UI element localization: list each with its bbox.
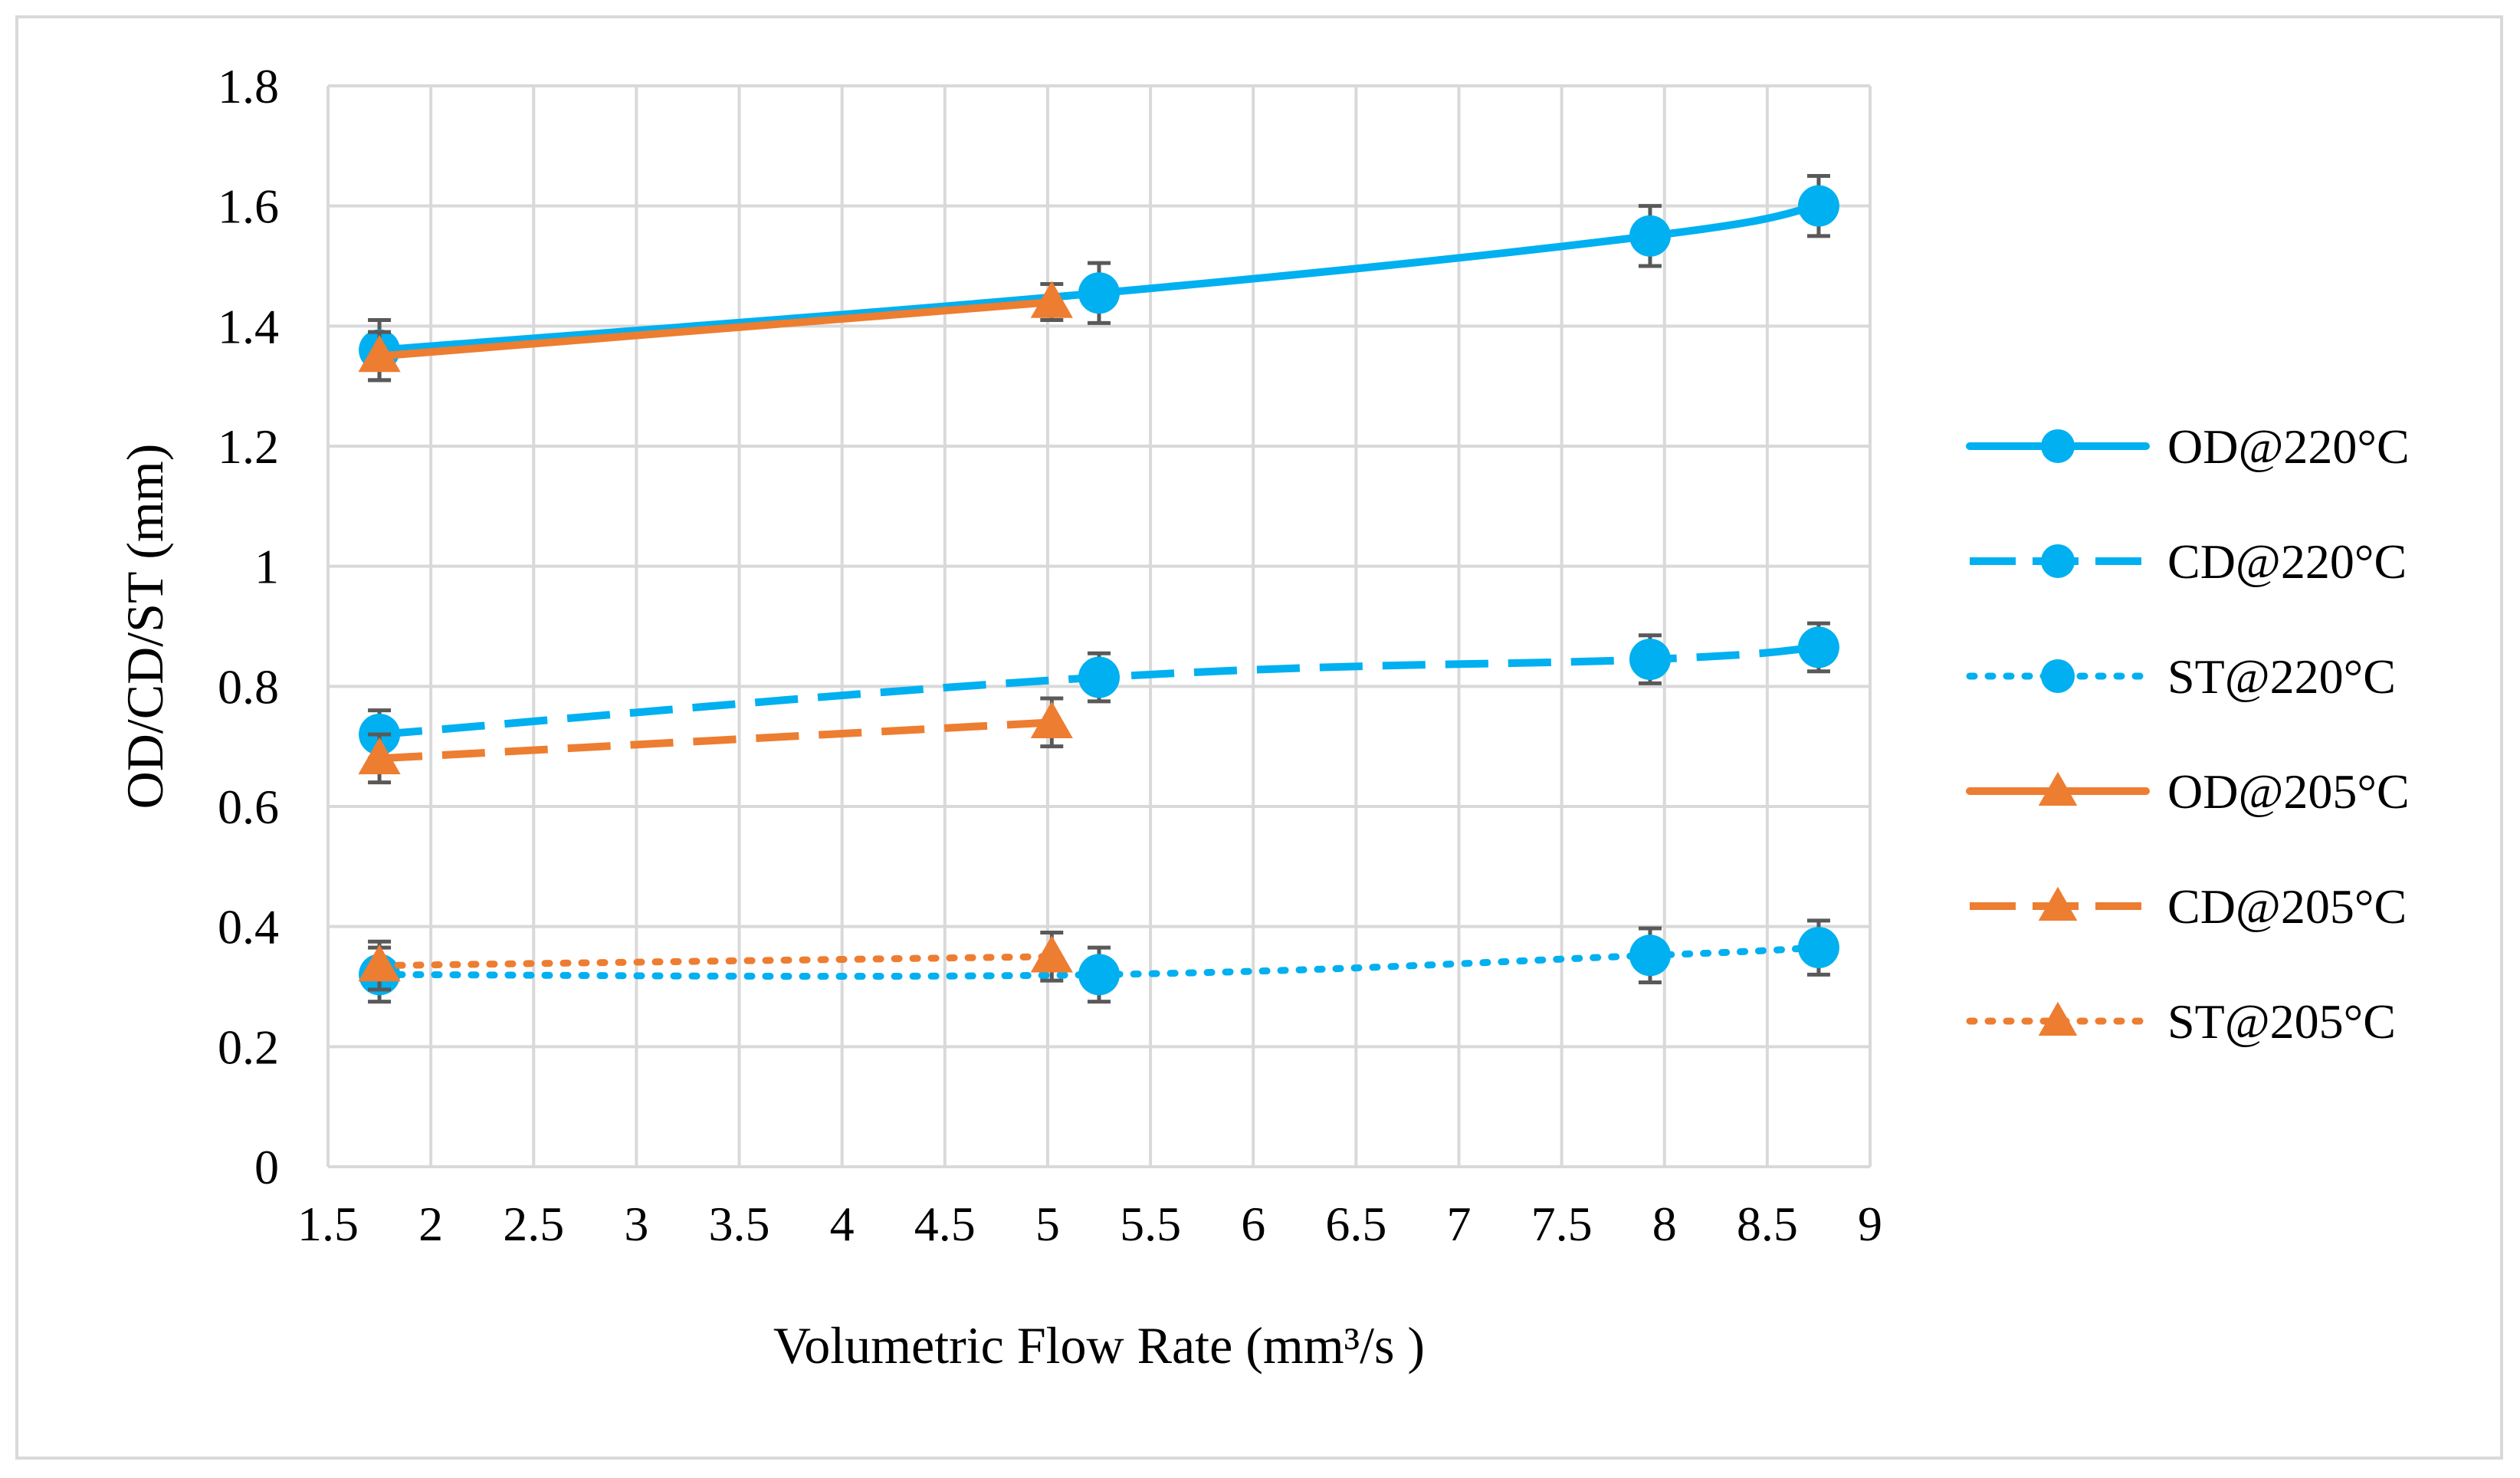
legend-label: OD@205°C bbox=[2167, 764, 2410, 819]
y-tick-label: 1.6 bbox=[218, 179, 279, 234]
y-tick-label: 0.8 bbox=[218, 659, 279, 714]
data-point bbox=[358, 334, 401, 373]
x-tick-label: 6 bbox=[1241, 1197, 1265, 1251]
y-tick-label: 0 bbox=[254, 1140, 279, 1194]
data-point bbox=[1078, 954, 1120, 996]
series-line bbox=[376, 944, 1823, 980]
y-tick-label: 0.6 bbox=[218, 780, 279, 834]
x-tick-label: 5 bbox=[1035, 1197, 1060, 1251]
legend-item: ST@220°C bbox=[1966, 649, 2396, 704]
data-point bbox=[1030, 701, 1073, 739]
legend-item: CD@205°C bbox=[1970, 879, 2407, 934]
legend-item: OD@205°C bbox=[1966, 764, 2410, 819]
legend-swatch-marker bbox=[2041, 659, 2075, 693]
legend-swatch-marker bbox=[2041, 429, 2075, 463]
legend-item: CD@220°C bbox=[1970, 534, 2407, 589]
legend-swatch-marker bbox=[2041, 544, 2075, 578]
x-tick-label: 4 bbox=[830, 1197, 855, 1251]
data-point bbox=[1629, 215, 1671, 257]
y-tick-label: 1 bbox=[254, 540, 279, 594]
series-line bbox=[376, 953, 1055, 970]
data-point bbox=[1030, 935, 1073, 973]
data-point bbox=[1629, 934, 1671, 977]
series-st-205-c bbox=[358, 931, 1073, 992]
series-st-220-c bbox=[359, 918, 1839, 1004]
series-layer bbox=[358, 174, 1839, 1004]
x-tick-label: 7 bbox=[1446, 1197, 1471, 1251]
data-point bbox=[1797, 185, 1839, 227]
x-tick-label: 9 bbox=[1858, 1197, 1882, 1251]
legend-swatch-marker bbox=[2038, 886, 2078, 921]
data-point bbox=[1629, 639, 1671, 681]
x-tick-label: 8 bbox=[1652, 1197, 1677, 1251]
x-tick-label: 8.5 bbox=[1737, 1197, 1798, 1251]
x-tick-label: 4.5 bbox=[914, 1197, 976, 1251]
series-line bbox=[379, 643, 1819, 738]
legend-label: ST@205°C bbox=[2167, 994, 2396, 1049]
y-tick-label: 1.2 bbox=[218, 419, 279, 474]
legend-swatch-marker bbox=[2038, 1001, 2078, 1036]
y-tick-label: 1.4 bbox=[218, 299, 279, 353]
data-point bbox=[1078, 272, 1120, 314]
series-cd-220-c bbox=[359, 621, 1839, 760]
legend-label: OD@220°C bbox=[2167, 419, 2410, 474]
series-od-205-c bbox=[358, 281, 1073, 383]
y-tick-label: 1.8 bbox=[218, 59, 279, 113]
x-tick-label: 5.5 bbox=[1120, 1197, 1181, 1251]
data-point bbox=[358, 944, 401, 982]
legend-layer: OD@220°C CD@220°C ST@220°C OD@205°C CD@205°C… bbox=[1966, 419, 2410, 1049]
series-line bbox=[376, 298, 1056, 360]
legend-label: CD@205°C bbox=[2167, 879, 2407, 934]
legend-item: OD@220°C bbox=[1966, 419, 2410, 474]
series-line bbox=[376, 202, 1823, 354]
series-line bbox=[379, 718, 1052, 763]
x-tick-label: 1.5 bbox=[297, 1197, 359, 1251]
tick-layer: 1.5 2 2.5 3 3.5 4 4.5 5 5.5 6 6.5 7 7.5 8 8.5 9 0 0.2 0.4 0… bbox=[218, 59, 1882, 1251]
data-point bbox=[1030, 281, 1073, 318]
data-point bbox=[1078, 656, 1120, 698]
x-tick-label: 2 bbox=[418, 1197, 443, 1251]
y-tick-label: 0.2 bbox=[218, 1020, 279, 1074]
legend-item: ST@205°C bbox=[1966, 994, 2396, 1049]
data-point bbox=[1797, 927, 1839, 969]
data-point bbox=[1797, 626, 1839, 668]
y-axis-title: OD/CD/ST (mm) bbox=[116, 444, 174, 810]
x-tick-label: 6.5 bbox=[1325, 1197, 1386, 1251]
series-cd-205-c bbox=[358, 696, 1073, 785]
x-tick-label: 3 bbox=[624, 1197, 648, 1251]
x-tick-label: 3.5 bbox=[709, 1197, 770, 1251]
x-tick-label: 2.5 bbox=[503, 1197, 564, 1251]
legend-label: ST@220°C bbox=[2167, 649, 2396, 704]
legend-swatch-marker bbox=[2038, 771, 2078, 806]
data-point bbox=[358, 737, 401, 775]
legend-label: CD@220°C bbox=[2167, 534, 2407, 589]
x-axis-title: Volumetric Flow Rate (mm³/s ) bbox=[773, 1316, 1425, 1375]
grid-layer bbox=[326, 84, 1872, 1168]
x-tick-label: 7.5 bbox=[1531, 1197, 1593, 1251]
y-tick-label: 0.4 bbox=[218, 900, 279, 954]
